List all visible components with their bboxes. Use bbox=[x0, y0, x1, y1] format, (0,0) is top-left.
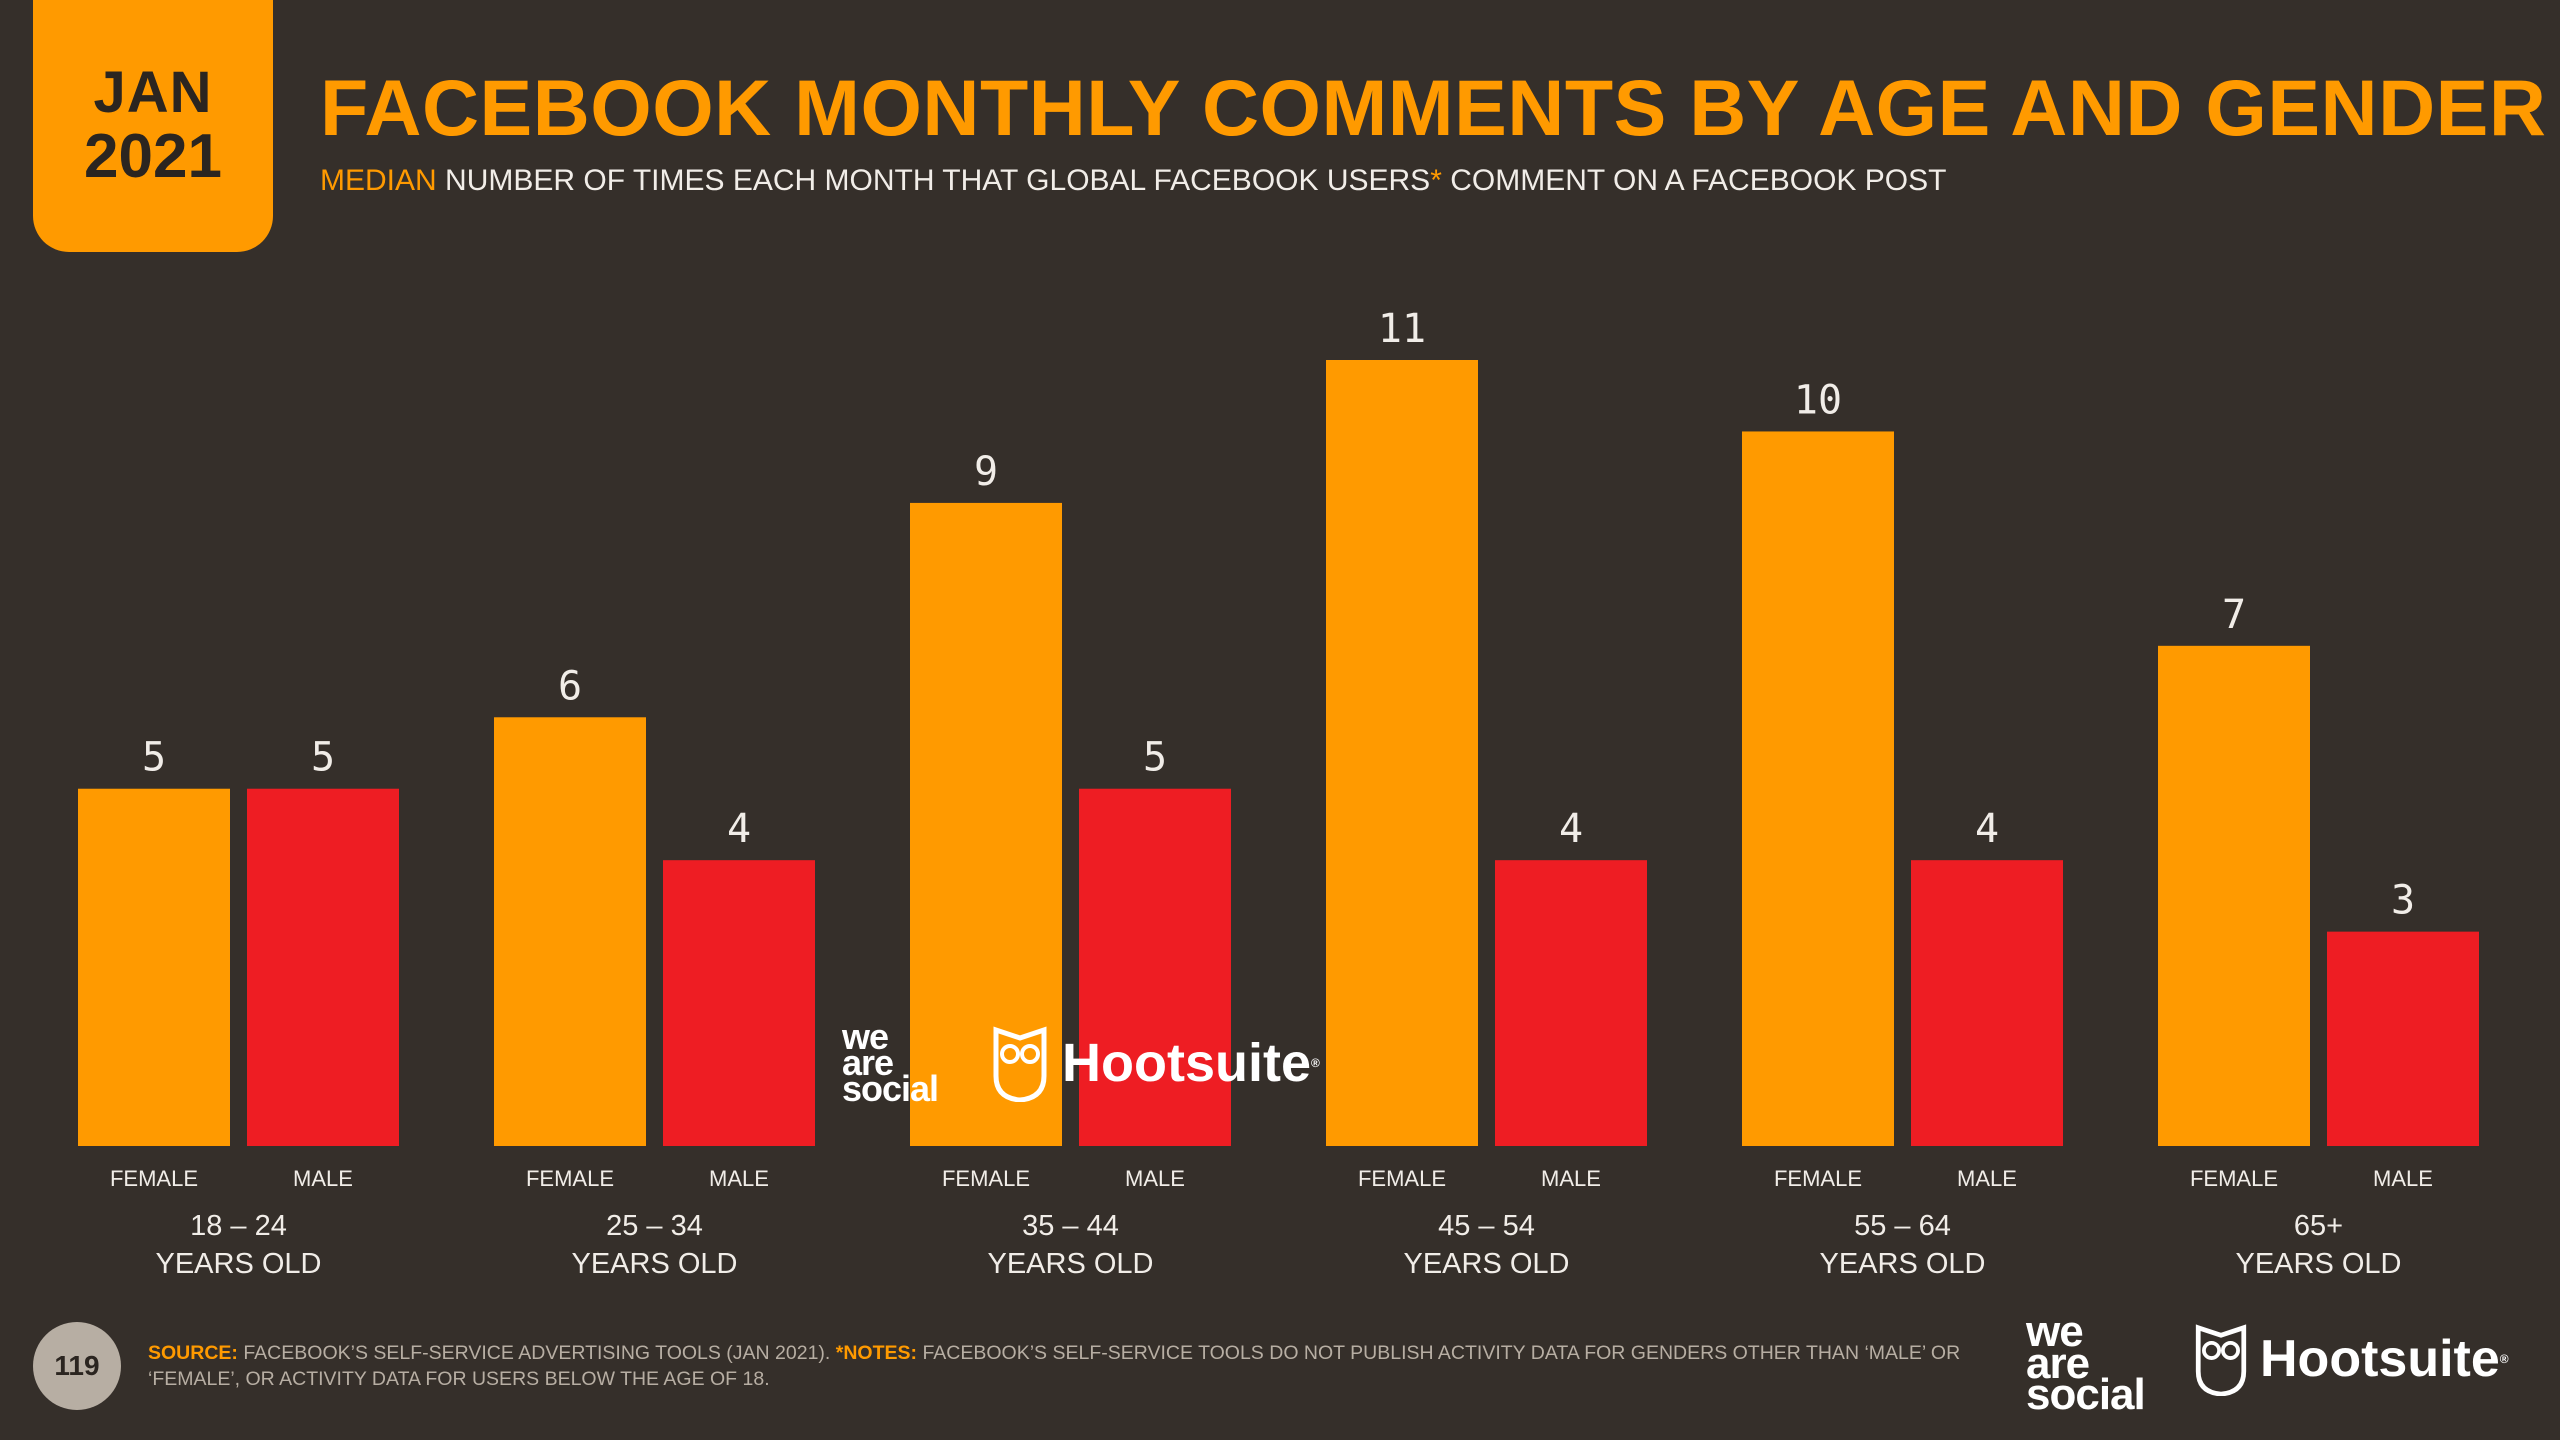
series-label-male-3: MALE bbox=[1541, 1166, 1601, 1191]
value-label-male-5: 3 bbox=[2391, 878, 2415, 924]
bar-female-4 bbox=[1742, 431, 1894, 1146]
category-label-5: 65+ bbox=[2294, 1210, 2343, 1242]
series-label-male-5: MALE bbox=[2373, 1166, 2433, 1191]
badge-year: 2021 bbox=[84, 121, 222, 191]
hootsuite-logo: Hootsuite ® bbox=[2194, 1322, 2509, 1396]
value-label-male-2: 5 bbox=[1143, 735, 1167, 781]
category-label-3: 45 – 54 bbox=[1438, 1210, 1535, 1242]
footnote: SOURCE: FACEBOOK’S SELF-SERVICE ADVERTIS… bbox=[148, 1340, 1978, 1393]
bar-male-2 bbox=[1079, 788, 1231, 1146]
bar-male-3 bbox=[1495, 860, 1647, 1146]
hootsuite-wordmark: Hootsuite bbox=[1062, 1033, 1311, 1093]
bar-female-5 bbox=[2158, 645, 2310, 1146]
subtitle-highlight: MEDIAN bbox=[320, 164, 437, 197]
value-label-female-4: 10 bbox=[1794, 377, 1842, 423]
value-label-female-0: 5 bbox=[142, 735, 166, 781]
series-label-female-1: FEMALE bbox=[526, 1166, 614, 1191]
category-sublabel-3: YEARS OLD bbox=[1404, 1248, 1570, 1280]
bar-female-0 bbox=[78, 788, 230, 1146]
category-label-1: 25 – 34 bbox=[606, 1210, 703, 1242]
subtitle: MEDIAN NUMBER OF TIMES EACH MONTH THAT G… bbox=[320, 164, 1946, 198]
category-label-0: 18 – 24 bbox=[190, 1210, 287, 1242]
series-label-female-4: FEMALE bbox=[1774, 1166, 1862, 1191]
category-sublabel-0: YEARS OLD bbox=[156, 1248, 322, 1280]
category-sublabel-1: YEARS OLD bbox=[572, 1248, 738, 1280]
category-sublabel-2: YEARS OLD bbox=[988, 1248, 1154, 1280]
page-title: FACEBOOK MONTHLY COMMENTS BY AGE AND GEN… bbox=[320, 63, 2547, 152]
series-label-female-2: FEMALE bbox=[942, 1166, 1030, 1191]
registered-mark: ® bbox=[1311, 1056, 1320, 1070]
we-are-social-watermark: we are social bbox=[842, 1016, 939, 1109]
value-label-female-3: 11 bbox=[1378, 306, 1426, 352]
was-logo-line-2: are bbox=[2026, 1338, 2090, 1388]
notes-text: FACEBOOK’S SELF-SERVICE TOOLS DO NOT PUB… bbox=[148, 1342, 1961, 1391]
hootsuite-logo-wordmark: Hootsuite bbox=[2260, 1330, 2500, 1388]
badge-month: JAN bbox=[93, 60, 213, 125]
value-label-female-2: 9 bbox=[974, 449, 998, 495]
was-logo-line-3: social bbox=[2026, 1370, 2146, 1420]
bar-male-1 bbox=[663, 860, 815, 1146]
subtitle-text-2: COMMENT ON A FACEBOOK POST bbox=[1441, 164, 1947, 197]
hootsuite-owl-icon bbox=[993, 1026, 1047, 1102]
value-label-male-1: 4 bbox=[727, 806, 751, 852]
source-label: SOURCE: bbox=[148, 1342, 238, 1364]
page-number: 119 bbox=[33, 1322, 121, 1410]
series-label-female-0: FEMALE bbox=[110, 1166, 198, 1191]
subtitle-asterisk: * bbox=[1430, 164, 1442, 197]
bar-male-0 bbox=[247, 788, 399, 1146]
bar-female-1 bbox=[494, 717, 646, 1146]
bar-male-5 bbox=[2327, 931, 2479, 1146]
category-sublabel-4: YEARS OLD bbox=[1820, 1248, 1986, 1280]
was-line-3: social bbox=[842, 1067, 939, 1109]
bar-female-2 bbox=[910, 502, 1062, 1147]
we-are-social-logo: we are social bbox=[2026, 1307, 2146, 1420]
category-label-2: 35 – 44 bbox=[1022, 1210, 1119, 1242]
subtitle-text-1: NUMBER OF TIMES EACH MONTH THAT GLOBAL F… bbox=[436, 164, 1431, 197]
category-sublabel-5: YEARS OLD bbox=[2236, 1248, 2402, 1280]
was-logo-line-1: we bbox=[2026, 1307, 2084, 1356]
was-line-2: are bbox=[842, 1041, 894, 1083]
series-label-male-4: MALE bbox=[1957, 1166, 2017, 1191]
series-label-male-1: MALE bbox=[709, 1166, 769, 1191]
value-label-male-0: 5 bbox=[311, 735, 335, 781]
series-label-male-0: MALE bbox=[293, 1166, 353, 1191]
notes-label: *NOTES: bbox=[835, 1342, 918, 1364]
bar-female-3 bbox=[1326, 360, 1478, 1146]
value-label-female-1: 6 bbox=[558, 663, 582, 709]
bar-male-4 bbox=[1911, 860, 2063, 1146]
value-label-male-3: 4 bbox=[1559, 806, 1583, 852]
hootsuite-watermark: Hootsuite ® bbox=[992, 1024, 1320, 1102]
date-badge: JAN 2021 bbox=[33, 0, 273, 252]
series-label-female-3: FEMALE bbox=[1358, 1166, 1446, 1191]
was-line-1: we bbox=[842, 1016, 889, 1057]
series-label-female-5: FEMALE bbox=[2190, 1166, 2278, 1191]
value-label-male-4: 4 bbox=[1975, 806, 1999, 852]
category-label-4: 55 – 64 bbox=[1854, 1210, 1951, 1242]
hootsuite-logo-owl-icon bbox=[2195, 1324, 2247, 1396]
value-label-female-5: 7 bbox=[2222, 592, 2246, 638]
source-text: FACEBOOK’S SELF-SERVICE ADVERTISING TOOL… bbox=[237, 1342, 836, 1364]
registered-logo-mark: ® bbox=[2499, 1352, 2509, 1366]
series-label-male-2: MALE bbox=[1125, 1166, 1185, 1191]
